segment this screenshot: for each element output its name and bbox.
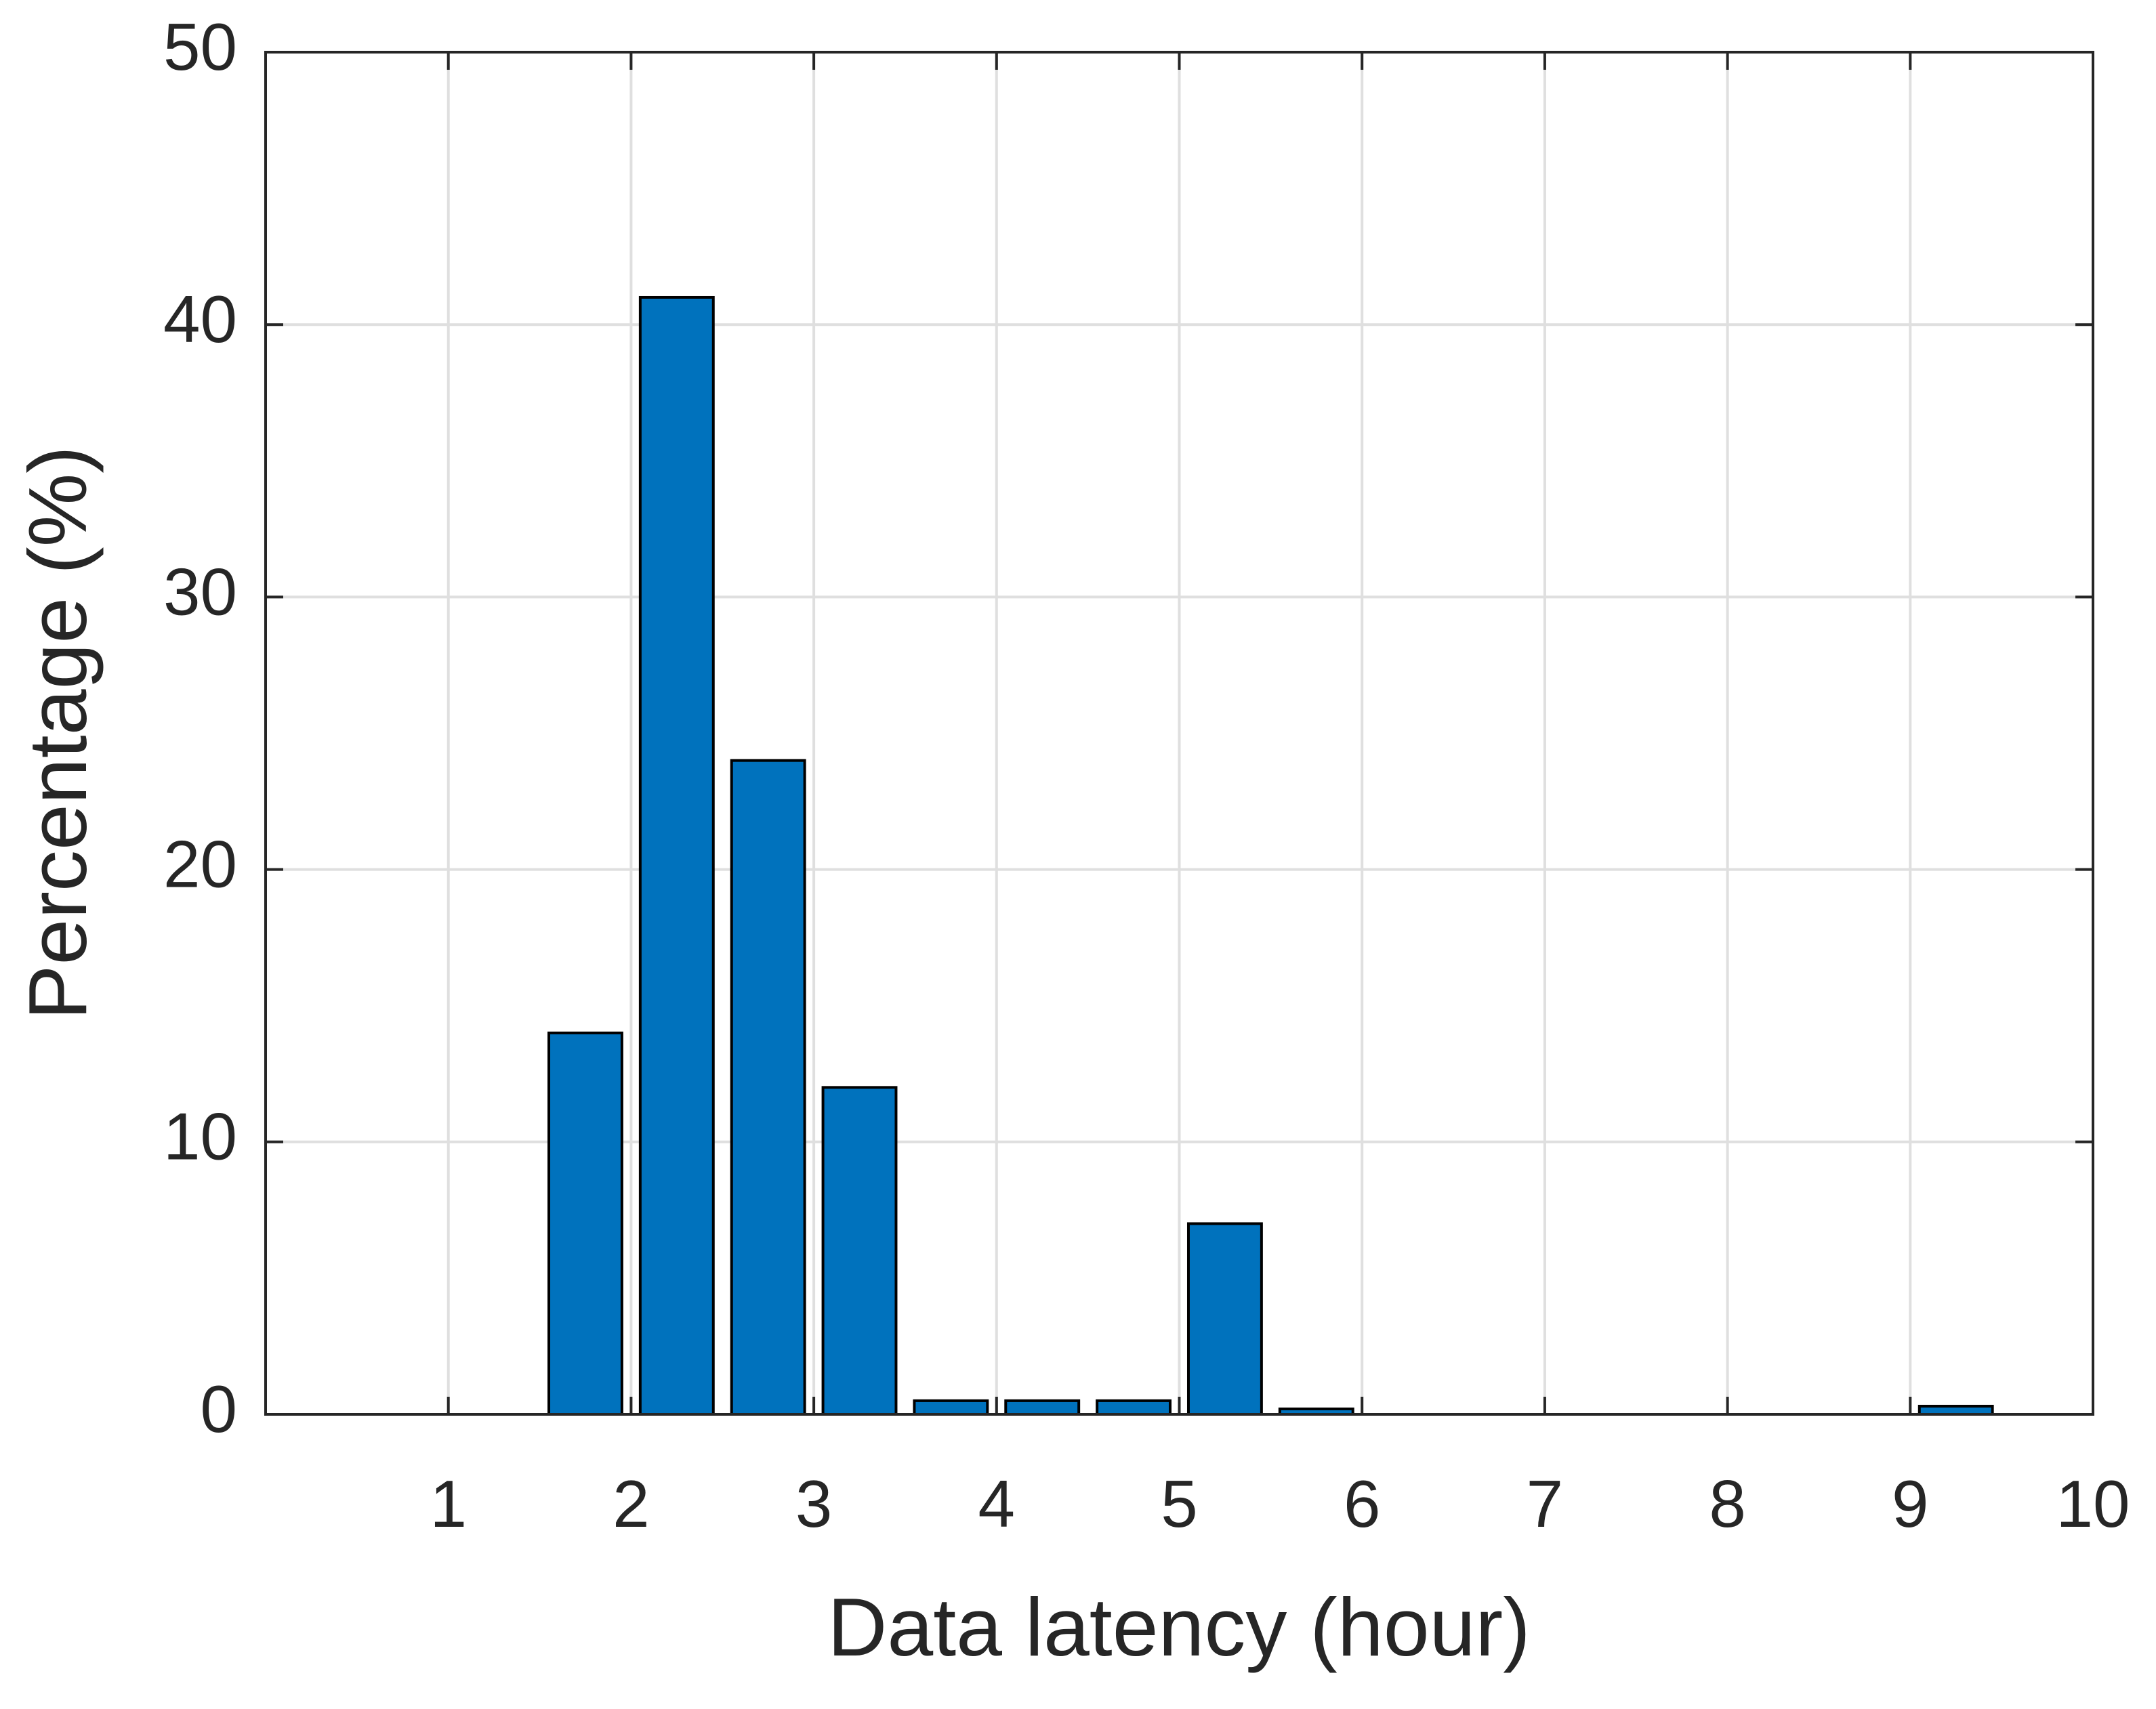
- bar: [1004, 1399, 1081, 1416]
- bar: [547, 1031, 623, 1416]
- y-tick-label: 40: [163, 282, 237, 356]
- bar: [821, 1086, 898, 1416]
- y-tick-label: 10: [163, 1099, 237, 1174]
- x-tick-label: 10: [2056, 1467, 2130, 1541]
- x-tick-label: 1: [430, 1467, 467, 1541]
- y-tick-label: 0: [200, 1372, 237, 1446]
- y-tick-label: 30: [163, 554, 237, 629]
- x-tick-label: 3: [795, 1467, 833, 1541]
- bar: [638, 295, 715, 1416]
- bar: [730, 759, 806, 1416]
- x-axis-label: Data latency (hour): [827, 1581, 1530, 1673]
- x-tick-label: 8: [1709, 1467, 1746, 1541]
- x-tick-label: 9: [1892, 1467, 1929, 1541]
- bar: [1096, 1399, 1172, 1416]
- bar: [913, 1399, 989, 1416]
- x-tick-label: 7: [1527, 1467, 1564, 1541]
- y-tick-label: 20: [163, 826, 237, 901]
- bar: [1186, 1222, 1263, 1416]
- plot-frame: [264, 51, 2094, 1416]
- x-tick-label: 4: [978, 1467, 1016, 1541]
- y-tick-label: 50: [163, 9, 237, 84]
- x-tick-label: 6: [1344, 1467, 1381, 1541]
- x-tick-label: 5: [1161, 1467, 1198, 1541]
- y-axis-label: Percentage (%): [12, 446, 104, 1020]
- x-tick-label: 2: [613, 1467, 650, 1541]
